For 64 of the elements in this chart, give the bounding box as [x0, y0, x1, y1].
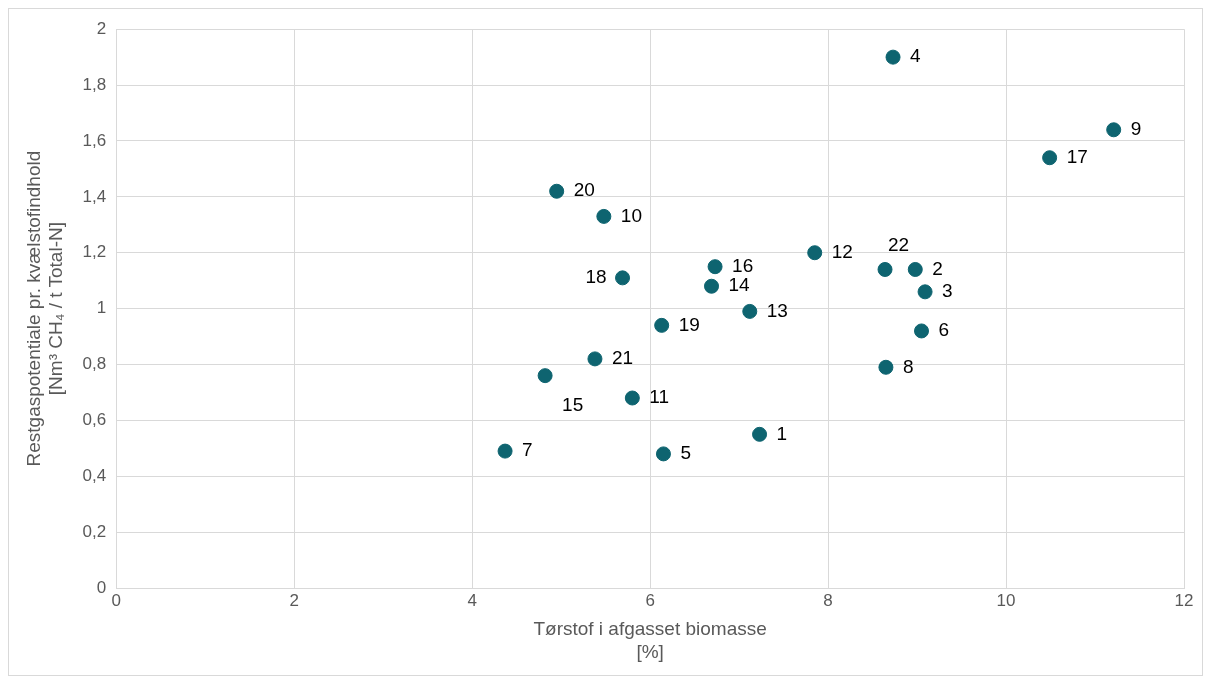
- annotation: 1: [776, 422, 788, 444]
- annotation: 6: [938, 319, 950, 341]
- point: [1042, 150, 1058, 166]
- y-tick-label: 1,6: [82, 130, 107, 150]
- y-axis-title: Restgaspotentiale pr. kvælstofindhold [Nm³ CH₄ / t Total-N]: [22, 150, 67, 467]
- point: [624, 390, 640, 406]
- annotation: 14: [728, 274, 751, 296]
- y-tick-label: 0,2: [82, 521, 107, 541]
- x-tick-label: 2: [289, 590, 299, 610]
- y-tick-label: 1,2: [82, 242, 107, 262]
- annotation: 11: [649, 386, 670, 408]
- point: [752, 426, 768, 442]
- point: [914, 323, 930, 339]
- point: [587, 351, 603, 367]
- x-tick-label: 8: [823, 590, 833, 610]
- annotation: 18: [585, 266, 607, 288]
- annotation: 13: [766, 299, 788, 321]
- point: [549, 183, 565, 199]
- annotation: 10: [620, 204, 642, 226]
- point: [497, 443, 513, 459]
- annotation: 4: [910, 45, 922, 67]
- annotation: 8: [902, 355, 914, 377]
- annotation: 2: [932, 257, 943, 279]
- point: [704, 278, 720, 294]
- annotation: 20: [573, 179, 595, 201]
- point: [878, 359, 894, 375]
- annotation: 21: [611, 347, 634, 369]
- point: [655, 446, 671, 462]
- point: [877, 261, 893, 277]
- y-tick-label: 2: [96, 18, 107, 38]
- point: [907, 261, 923, 277]
- annotation: 12: [831, 240, 853, 262]
- point: [537, 368, 553, 384]
- point: [807, 245, 823, 261]
- point: [885, 49, 901, 65]
- x-tick-label: 0: [111, 590, 121, 610]
- y-tick-label: 0,4: [82, 465, 107, 485]
- annotation: 5: [680, 442, 692, 464]
- annotation: 16: [732, 254, 754, 276]
- annotation: 17: [1066, 145, 1088, 167]
- point: [1106, 122, 1122, 138]
- x-tick-label: 10: [996, 590, 1016, 610]
- point: [707, 259, 723, 275]
- x-axis-title: Tørstof i afgasset biomasse [%]: [533, 618, 767, 662]
- annotation: 15: [562, 393, 584, 415]
- y-tick-label: 1,4: [82, 186, 107, 206]
- point: [917, 284, 933, 300]
- point: [615, 270, 631, 286]
- y-tick-label: 0: [96, 577, 107, 597]
- annotation: 9: [1130, 118, 1142, 140]
- annotation: 22: [888, 233, 910, 255]
- y-tick-label: 0,6: [82, 410, 107, 430]
- x-tick-label: 4: [467, 590, 477, 610]
- annotation: 19: [678, 313, 700, 335]
- point: [742, 303, 758, 319]
- y-tick-label: 1,8: [82, 74, 107, 94]
- x-tick-label: 12: [1174, 590, 1194, 610]
- point: [654, 317, 670, 333]
- y-tick-label: 1: [96, 298, 107, 318]
- annotation: 3: [942, 280, 953, 302]
- y-tick-label: 0,8: [82, 354, 107, 374]
- point: [596, 208, 612, 224]
- x-tick-label: 6: [645, 590, 655, 610]
- annotation: 7: [522, 439, 533, 461]
